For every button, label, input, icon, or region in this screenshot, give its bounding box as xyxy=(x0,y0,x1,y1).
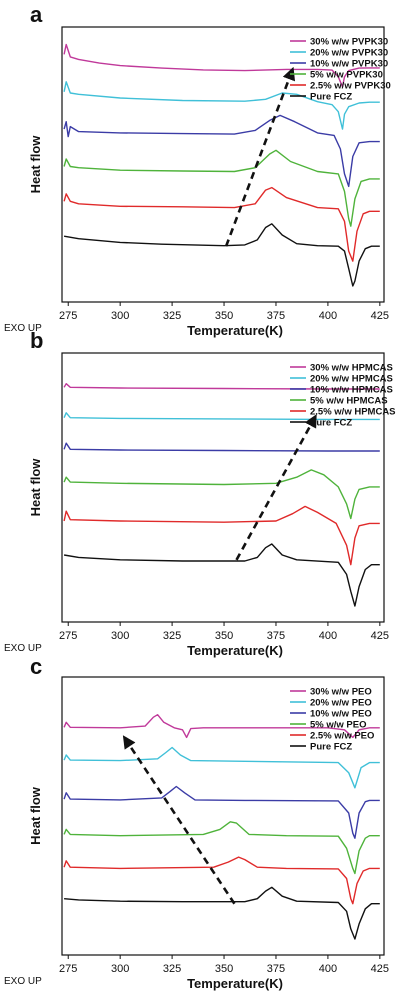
x-tick-label: 400 xyxy=(319,963,337,975)
legend-entry: 2.5% w/w PVPK30 xyxy=(310,81,391,92)
series-line-4 xyxy=(63,505,380,566)
legend-entry: 30% w/w PVPK30 xyxy=(310,37,388,48)
legend-entry: Pure FCZ xyxy=(310,418,352,429)
exo-up-note: EXO UP xyxy=(4,643,42,654)
series-line-4 xyxy=(63,186,380,262)
legend-entry: 10% w/w PVPK30 xyxy=(310,59,388,70)
series-line-0 xyxy=(63,714,380,739)
x-axis-title: Temperature(K) xyxy=(187,643,283,658)
legend-entry: 30% w/w HPMCAS xyxy=(310,363,393,374)
legend-entry: 5% w/w PVPK30 xyxy=(310,70,383,81)
x-tick-label: 375 xyxy=(267,310,285,322)
x-tick-label: 275 xyxy=(59,963,77,975)
chart-panel-c: c 275 300 325 350 375 400 425 Temperature(K) Heat… xyxy=(4,654,389,991)
x-tick-label: 375 xyxy=(267,963,285,975)
legend-entry: 20% w/w PVPK30 xyxy=(310,48,388,59)
legend-entry: 2.5% w/w PEO xyxy=(310,731,374,742)
series-line-0 xyxy=(63,383,380,390)
plot-frame xyxy=(61,676,385,956)
series-line-1 xyxy=(63,746,380,789)
y-axis-title: Heat flow xyxy=(28,458,43,517)
x-tick-label: 350 xyxy=(215,630,233,642)
trend-arrow xyxy=(235,414,317,561)
x-tick-label: 350 xyxy=(215,963,233,975)
x-tick-label: 300 xyxy=(111,310,129,322)
plot-frame xyxy=(61,352,385,623)
series-line-3 xyxy=(63,149,380,227)
x-tick-label: 400 xyxy=(319,310,337,322)
x-tick-label: 350 xyxy=(215,310,233,322)
trend-arrow xyxy=(224,66,296,247)
panel-letter: b xyxy=(30,328,43,353)
x-tick-label: 325 xyxy=(163,310,181,322)
x-tick-label: 300 xyxy=(111,630,129,642)
x-tick-label: 275 xyxy=(59,310,77,322)
chart-panel-b: b 275 300 325 350 375 400 425 Temperature(K) Heat… xyxy=(4,328,396,658)
y-axis-title: Heat flow xyxy=(28,786,43,845)
legend-entry: 20% w/w PEO xyxy=(310,698,372,709)
series-line-5 xyxy=(64,886,380,940)
x-tick-label: 375 xyxy=(267,630,285,642)
series-line-1 xyxy=(63,412,380,421)
trend-arrow xyxy=(122,735,236,905)
x-tick-label: 325 xyxy=(163,963,181,975)
legend-entry: 30% w/w PEO xyxy=(310,687,372,698)
legend-entry: 5% w/w HPMCAS xyxy=(310,396,388,407)
legend-entry: Pure FCZ xyxy=(310,742,352,753)
x-axis-title: Temperature(K) xyxy=(187,323,283,338)
legend-entry: 2.5% w/w HPMCAS xyxy=(310,407,396,418)
x-axis-title: Temperature(K) xyxy=(187,976,283,991)
legend-entry: 10% w/w HPMCAS xyxy=(310,385,393,396)
x-tick-label: 425 xyxy=(371,963,389,975)
legend-entry: 20% w/w HPMCAS xyxy=(310,374,393,385)
x-tick-label: 425 xyxy=(371,630,389,642)
series-line-3 xyxy=(63,821,380,875)
series-line-4 xyxy=(63,856,380,905)
panel-letter: c xyxy=(30,654,42,679)
legend-entry: 5% w/w PEO xyxy=(310,720,367,731)
series-line-2 xyxy=(63,785,380,839)
exo-up-note: EXO UP xyxy=(4,976,42,987)
chart-panel-a: a 275 300 325 350 375 400 425 Temperature(K) Heat… xyxy=(4,2,391,338)
x-tick-label: 425 xyxy=(371,310,389,322)
panel-letter: a xyxy=(30,2,43,27)
x-tick-label: 300 xyxy=(111,963,129,975)
series-line-3 xyxy=(63,469,380,520)
series-line-2 xyxy=(63,442,380,452)
x-tick-label: 325 xyxy=(163,630,181,642)
y-axis-title: Heat flow xyxy=(28,135,43,194)
series-line-1 xyxy=(63,81,380,130)
legend-entry: 10% w/w PEO xyxy=(310,709,372,720)
x-tick-label: 400 xyxy=(319,630,337,642)
series-line-2 xyxy=(63,114,380,188)
series-line-5 xyxy=(63,223,380,287)
series-line-5 xyxy=(63,543,380,607)
x-tick-label: 275 xyxy=(59,630,77,642)
legend-entry: Pure FCZ xyxy=(310,92,352,103)
plot-frame xyxy=(61,26,385,303)
exo-up-note: EXO UP xyxy=(4,323,42,334)
